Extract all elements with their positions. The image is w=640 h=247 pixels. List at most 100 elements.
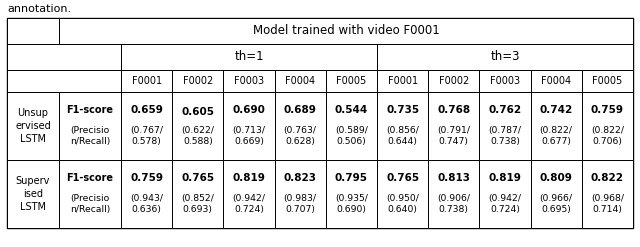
Text: (Precisio
n/Recall): (Precisio n/Recall) — [70, 126, 110, 146]
Bar — [7, 160, 59, 228]
Bar — [275, 160, 326, 228]
Bar — [223, 160, 275, 228]
Bar — [172, 92, 223, 160]
Text: 0.544: 0.544 — [335, 105, 368, 115]
Text: (0.935/
0.690): (0.935/ 0.690) — [335, 194, 368, 214]
Bar — [428, 92, 479, 160]
Text: 0.822: 0.822 — [591, 173, 624, 183]
Text: (Precisio
n/Recall): (Precisio n/Recall) — [70, 194, 110, 214]
Text: F0003: F0003 — [234, 76, 264, 86]
Bar — [531, 70, 582, 92]
Text: 0.795: 0.795 — [335, 173, 368, 183]
Text: (0.906/
0.738): (0.906/ 0.738) — [437, 194, 470, 214]
Bar — [121, 160, 172, 228]
Bar — [428, 70, 479, 92]
Bar — [59, 18, 633, 44]
Text: (0.713/
0.669): (0.713/ 0.669) — [232, 126, 266, 146]
Bar — [121, 92, 172, 160]
Text: (0.943/
0.636): (0.943/ 0.636) — [130, 194, 163, 214]
Bar — [377, 44, 633, 70]
Bar — [7, 18, 59, 44]
Text: (0.968/
0.714): (0.968/ 0.714) — [591, 194, 624, 214]
Bar — [582, 92, 633, 160]
Text: (0.767/
0.578): (0.767/ 0.578) — [130, 126, 163, 146]
Text: F0003: F0003 — [490, 76, 520, 86]
Text: F0004: F0004 — [541, 76, 572, 86]
Text: 0.759: 0.759 — [591, 105, 624, 115]
Text: 0.742: 0.742 — [540, 105, 573, 115]
Text: (0.822/
0.706): (0.822/ 0.706) — [591, 126, 624, 146]
Text: (0.852/
0.693): (0.852/ 0.693) — [181, 194, 214, 214]
Bar — [7, 18, 633, 228]
Bar — [172, 160, 223, 228]
Bar — [7, 92, 59, 160]
Text: F0004: F0004 — [285, 76, 316, 86]
Bar — [121, 70, 172, 92]
Text: 0.689: 0.689 — [284, 105, 317, 115]
Text: F0002: F0002 — [182, 76, 213, 86]
Bar — [275, 92, 326, 160]
Bar — [531, 92, 582, 160]
Text: (0.791/
0.747): (0.791/ 0.747) — [437, 126, 470, 146]
Text: 0.765: 0.765 — [181, 173, 214, 183]
Text: (0.942/
0.724): (0.942/ 0.724) — [488, 194, 522, 214]
Text: (0.950/
0.640): (0.950/ 0.640) — [386, 194, 419, 214]
Bar — [326, 160, 377, 228]
Text: (0.983/
0.707): (0.983/ 0.707) — [284, 194, 317, 214]
Bar — [59, 92, 121, 160]
Bar — [377, 160, 428, 228]
Text: F0005: F0005 — [336, 76, 367, 86]
Text: 0.605: 0.605 — [181, 107, 214, 117]
Text: th=3: th=3 — [490, 50, 520, 63]
Bar — [377, 70, 428, 92]
Text: F1-score: F1-score — [67, 105, 113, 115]
Text: 0.735: 0.735 — [386, 105, 419, 115]
Text: Unsup
ervised
LSTM: Unsup ervised LSTM — [15, 108, 51, 144]
Text: 0.768: 0.768 — [437, 105, 470, 115]
Text: (0.942/
0.724): (0.942/ 0.724) — [232, 194, 266, 214]
Text: th=1: th=1 — [234, 50, 264, 63]
Text: 0.765: 0.765 — [386, 173, 419, 183]
Text: 0.759: 0.759 — [130, 173, 163, 183]
Text: (0.763/
0.628): (0.763/ 0.628) — [284, 126, 317, 146]
Text: Superv
ised
LSTM: Superv ised LSTM — [16, 176, 50, 212]
Bar — [7, 70, 121, 92]
Text: F0005: F0005 — [592, 76, 623, 86]
Bar — [7, 44, 121, 70]
Text: (0.966/
0.695): (0.966/ 0.695) — [540, 194, 573, 214]
Text: F0002: F0002 — [438, 76, 469, 86]
Text: 0.659: 0.659 — [130, 105, 163, 115]
Bar — [121, 44, 377, 70]
Bar — [428, 160, 479, 228]
Text: F0001: F0001 — [388, 76, 418, 86]
Text: 0.690: 0.690 — [232, 105, 266, 115]
Text: F1-score: F1-score — [67, 173, 113, 183]
Bar — [59, 160, 121, 228]
Bar — [172, 70, 223, 92]
Text: 0.823: 0.823 — [284, 173, 317, 183]
Text: 0.809: 0.809 — [540, 173, 573, 183]
Text: (0.856/
0.644): (0.856/ 0.644) — [386, 126, 419, 146]
Text: F0001: F0001 — [132, 76, 162, 86]
Bar — [479, 160, 531, 228]
Text: (0.787/
0.738): (0.787/ 0.738) — [488, 126, 522, 146]
Bar — [223, 70, 275, 92]
Text: 0.762: 0.762 — [488, 105, 522, 115]
Text: Model trained with video F0001: Model trained with video F0001 — [253, 24, 440, 38]
Bar — [582, 70, 633, 92]
Text: (0.589/
0.506): (0.589/ 0.506) — [335, 126, 368, 146]
Bar — [377, 92, 428, 160]
Bar — [479, 70, 531, 92]
Text: 0.819: 0.819 — [488, 173, 522, 183]
Bar — [223, 92, 275, 160]
Bar — [582, 160, 633, 228]
Bar — [531, 160, 582, 228]
Bar — [326, 70, 377, 92]
Bar — [275, 70, 326, 92]
Text: 0.813: 0.813 — [437, 173, 470, 183]
Text: (0.622/
0.588): (0.622/ 0.588) — [181, 126, 214, 146]
Text: annotation.: annotation. — [7, 4, 71, 14]
Bar — [479, 92, 531, 160]
Text: 0.819: 0.819 — [232, 173, 266, 183]
Text: (0.822/
0.677): (0.822/ 0.677) — [540, 126, 573, 146]
